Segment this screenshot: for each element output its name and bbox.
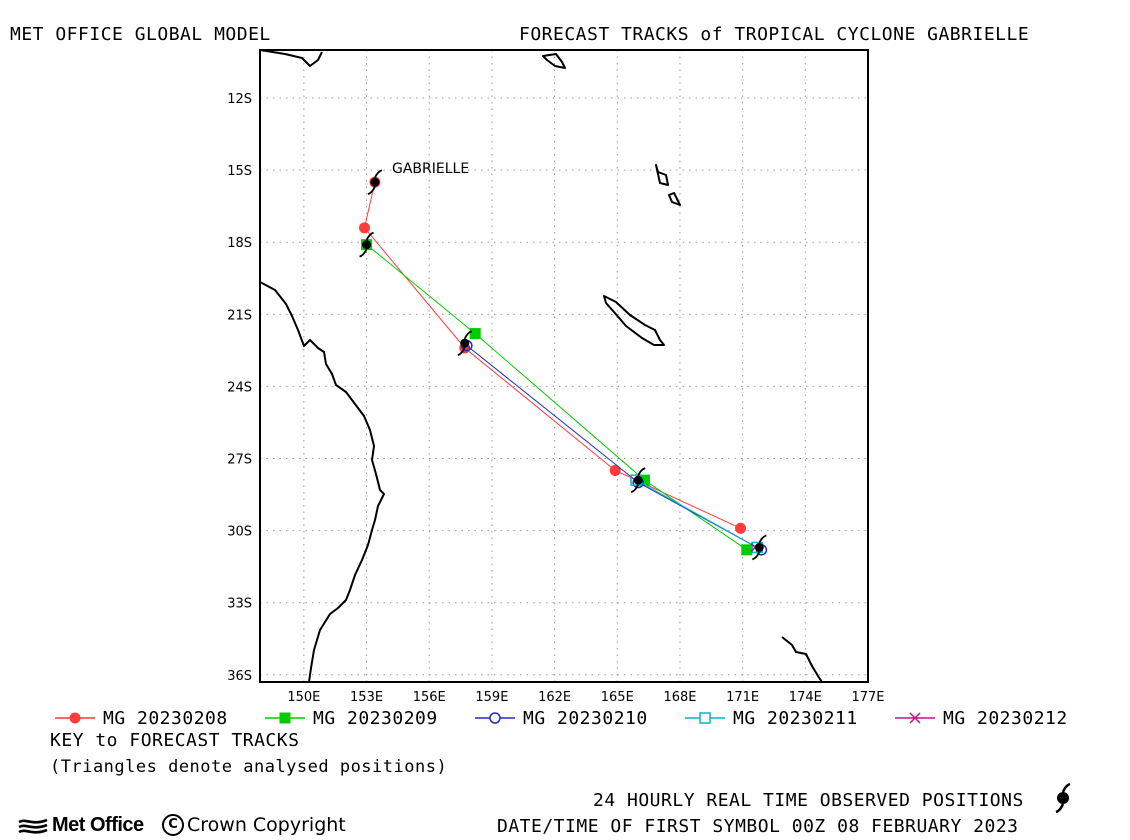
- lat-tick-label: 12S: [227, 92, 252, 107]
- island-new-caledonia: [603, 295, 665, 346]
- track-marker-1: [469, 328, 481, 340]
- coastline-new-zealand: [781, 636, 823, 682]
- lon-tick-label: 171E: [726, 690, 759, 705]
- legend-item-0: MG 20230208: [55, 707, 228, 729]
- track-marker-0: [735, 522, 747, 534]
- observed-cyclone-icon: [359, 231, 374, 258]
- key-note: (Triangles denote analysed positions): [50, 757, 448, 777]
- map-frame: [259, 49, 869, 683]
- coastlines: [260, 50, 823, 682]
- lon-tick-label: 150E: [287, 690, 320, 705]
- observed-cyclone-icon: [367, 169, 383, 196]
- legend-label-0: MG 20230208: [103, 707, 228, 729]
- observed-cyclone-icon: [630, 467, 646, 493]
- lat-tick-label: 33S: [227, 597, 252, 612]
- storm-label: GABRIELLE: [392, 161, 469, 177]
- lon-tick-label: 153E: [350, 690, 383, 705]
- legend-item-3: MG 20230211: [685, 707, 858, 729]
- copyright: C Crown Copyright: [162, 814, 346, 836]
- lon-tick-label: 168E: [663, 690, 696, 705]
- lat-tick-label: 24S: [227, 380, 252, 395]
- legend-label-2: MG 20230210: [523, 707, 648, 729]
- track-marker-0: [358, 222, 370, 234]
- lat-tick-label: 30S: [227, 525, 252, 540]
- legend-item-4: MG 20230212: [895, 707, 1068, 729]
- met-office-logo: Met Office: [18, 814, 144, 837]
- track-line-2: [466, 345, 762, 551]
- lon-tick-label: 174E: [789, 690, 822, 705]
- track-line-0: [363, 182, 741, 529]
- forecast-tracks: [358, 176, 768, 556]
- island-vanuatu-south: [668, 192, 681, 206]
- copyright-text: Crown Copyright: [187, 814, 346, 836]
- lon-tick-label: 177E: [851, 690, 884, 705]
- legend-swatch-cyan-open-square: [685, 712, 725, 724]
- track-marker-0: [609, 465, 621, 477]
- legend-swatch-magenta-cross: [895, 712, 935, 724]
- coastline-australia: [260, 281, 385, 682]
- chart-title: FORECAST TRACKS of TROPICAL CYCLONE GABR…: [519, 24, 1030, 45]
- lat-tick-label: 18S: [227, 236, 252, 251]
- lat-tick-label: 15S: [227, 164, 252, 179]
- legend-swatch-blue-open-circle: [475, 712, 515, 724]
- coastline-new-guinea: [260, 50, 323, 67]
- observed-note: 24 HOURLY REAL TIME OBSERVED POSITIONS: [593, 790, 1024, 811]
- legend-label-1: MG 20230209: [313, 707, 438, 729]
- track-line-3: [635, 479, 758, 548]
- legend-label-3: MG 20230211: [733, 707, 858, 729]
- logo-text: Met Office: [52, 814, 144, 836]
- key-title: KEY to FORECAST TRACKS: [50, 730, 300, 751]
- track-line-1: [366, 244, 748, 551]
- axis-labels: 12S 15S 18S 21S 24S 27S 30S 33S 36S 150E 153E 156E 1…: [227, 92, 884, 705]
- lon-tick-label: 156E: [413, 690, 446, 705]
- lon-tick-label: 165E: [601, 690, 634, 705]
- cyclone-symbol-icon: [1055, 782, 1071, 813]
- lon-tick-label: 162E: [538, 690, 571, 705]
- graticule: [260, 50, 868, 682]
- track-marker-1: [741, 544, 753, 556]
- legend-swatch-red-circle: [55, 712, 95, 724]
- observed-cyclone-icon: [457, 330, 473, 357]
- copyright-symbol: C: [162, 814, 184, 836]
- island-top: [542, 53, 566, 69]
- observed-positions: [359, 169, 767, 561]
- model-title: MET OFFICE GLOBAL MODEL: [10, 24, 271, 45]
- legend-item-1: MG 20230209: [265, 707, 438, 729]
- legend-label-4: MG 20230212: [943, 707, 1068, 729]
- observed-cyclone-icon: [752, 534, 767, 561]
- lon-tick-label: 159E: [475, 690, 508, 705]
- lat-tick-label: 27S: [227, 453, 252, 468]
- lat-tick-label: 21S: [227, 308, 252, 323]
- island-vanuatu-north: [655, 164, 669, 186]
- legend-swatch-green-square: [265, 712, 305, 724]
- lat-tick-label: 36S: [227, 669, 252, 684]
- track-marker-1: [638, 474, 650, 486]
- legend-item-2: MG 20230210: [475, 707, 648, 729]
- met-office-wave-icon: [18, 818, 48, 834]
- datetime-note: DATE/TIME OF FIRST SYMBOL 00Z 08 FEBRUAR…: [497, 816, 1019, 837]
